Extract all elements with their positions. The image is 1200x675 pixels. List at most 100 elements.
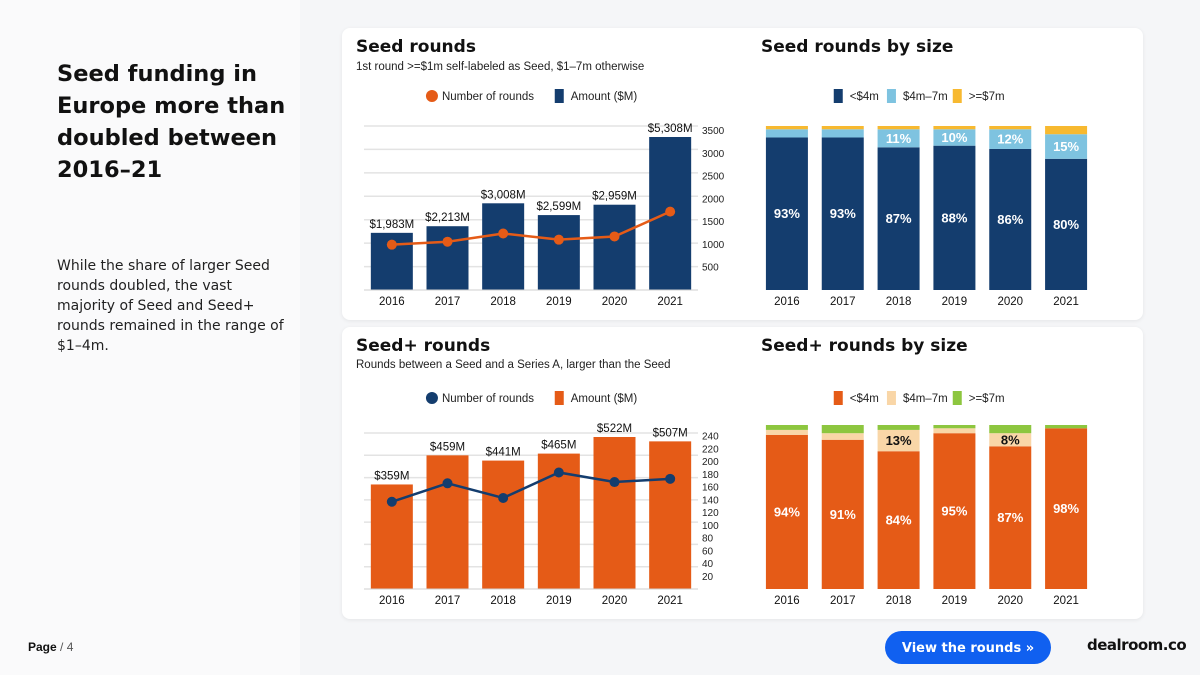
seed-plus-rounds-line-point xyxy=(498,492,509,503)
seed-plus-rounds-x-tick: 2016 xyxy=(379,595,405,607)
seed-size-segment-label: 86% xyxy=(997,212,1023,227)
seed-size-segment xyxy=(877,147,920,290)
seed-rounds-bar-label: $2,959M xyxy=(592,191,637,203)
seed-rounds-bar-label: $5,308M xyxy=(648,123,693,135)
seed-plus-rounds-title: Seed+ rounds xyxy=(356,336,491,356)
seed-rounds-y2-tick: 3500 xyxy=(702,126,725,137)
seed-plus-by-size-chart: 94% 2016 91% 2017 84% 13% 2018 95% 2019 87% 8% 2020… xyxy=(765,391,1088,607)
seed-plus-rounds-line-point xyxy=(442,478,453,489)
seed-plus-rounds-bar xyxy=(649,441,692,589)
seed-size-segment-label: 10% xyxy=(941,130,967,145)
seed-plus-size-segment xyxy=(989,433,1032,447)
seed-plus-rounds-bar-label: $441M xyxy=(486,447,521,459)
seed-plus-rounds-y2-tick: 60 xyxy=(702,546,714,557)
seed-plus-rounds-line-point xyxy=(665,473,676,484)
seed-size-segment-label: 93% xyxy=(774,206,800,221)
seed-plus-size-x-tick: 2021 xyxy=(1053,595,1079,607)
seed-size-segment xyxy=(989,148,1032,290)
seed-size-segment-label: 12% xyxy=(997,132,1023,147)
seed-plus-size-x-tick: 2020 xyxy=(997,595,1023,607)
seed-size-legend-1-marker xyxy=(886,89,896,103)
seed-by-size-title: Seed rounds by size xyxy=(761,37,954,57)
seed-plus-size-segment xyxy=(877,429,920,452)
seed-plus-rounds-bar xyxy=(593,437,636,589)
seed-plus-size-segment-label: 94% xyxy=(774,504,800,519)
seed-rounds-bar xyxy=(426,226,469,290)
seed-plus-rounds-x-tick: 2017 xyxy=(435,595,461,607)
seed-size-segment-label: 87% xyxy=(886,211,912,226)
seed-size-segment xyxy=(765,126,808,130)
seed-plus-by-size-title: Seed+ rounds by size xyxy=(761,336,968,356)
seed-plus-rounds-legend-1-label: Amount ($M) xyxy=(571,393,638,405)
seed-size-segment xyxy=(1045,158,1088,290)
seed-rounds-line-point xyxy=(386,239,397,250)
seed-plus-size-segment xyxy=(821,439,864,589)
seed-size-legend-0-marker xyxy=(833,89,843,103)
seed-rounds-x-tick: 2021 xyxy=(657,296,683,308)
seed-plus-rounds-y2-tick: 180 xyxy=(702,470,719,481)
seed-plus-rounds-y2-tick: 240 xyxy=(702,432,719,443)
seed-plus-rounds-y2-tick: 220 xyxy=(702,444,719,455)
seed-plus-rounds-line-point xyxy=(553,467,564,478)
seed-size-segment xyxy=(933,145,976,290)
seed-size-segment xyxy=(821,137,864,290)
seed-rounds-title: Seed rounds xyxy=(356,37,476,57)
seed-plus-rounds-y2-tick: 100 xyxy=(702,521,719,532)
seed-plus-size-segment-label: 13% xyxy=(886,433,912,448)
seed-plus-size-legend-1-label: $4m–7m xyxy=(903,393,948,405)
seed-plus-rounds-bar-label: $465M xyxy=(541,440,576,452)
seed-plus-rounds-bar-label: $459M xyxy=(430,441,465,453)
seed-rounds-legend-0-marker xyxy=(425,90,438,102)
seed-plus-size-segment-label: 98% xyxy=(1053,501,1079,516)
seed-rounds-bar-label: $2,599M xyxy=(536,201,581,213)
seed-rounds-subtitle: 1st round >=$1m self-labeled as Seed, $1… xyxy=(356,61,645,73)
page-indicator: Page / 4 xyxy=(28,640,73,654)
seed-plus-size-segment xyxy=(933,425,976,429)
seed-size-legend-2-marker xyxy=(952,89,962,103)
seed-rounds-y2-tick: 2500 xyxy=(702,172,725,183)
seed-plus-size-segment xyxy=(933,433,976,589)
seed-plus-size-segment xyxy=(1045,428,1088,589)
seed-rounds-y2-tick: 1000 xyxy=(702,240,725,251)
seed-plus-size-legend-1-marker xyxy=(886,391,896,405)
seed-plus-rounds-bar-label: $359M xyxy=(374,470,409,482)
seed-size-segment xyxy=(1045,134,1088,159)
seed-rounds-bar-label: $2,213M xyxy=(425,212,470,224)
seed-size-segment xyxy=(877,129,920,148)
seed-size-segment xyxy=(1045,126,1088,135)
seed-size-segment xyxy=(933,126,976,130)
seed-size-segment xyxy=(989,126,1032,130)
seed-rounds-line-point xyxy=(665,206,676,217)
seed-size-legend-1-label: $4m–7m xyxy=(903,91,948,103)
seed-size-x-tick: 2021 xyxy=(1053,296,1079,308)
dealroom-logo: dealroom.co xyxy=(1087,636,1187,654)
seed-plus-size-x-tick: 2017 xyxy=(830,595,856,607)
seed-plus-size-segment xyxy=(989,446,1032,589)
seed-rounds-bar-label: $3,008M xyxy=(481,189,526,201)
page-number: / 4 xyxy=(60,640,74,654)
seed-plus-rounds-subtitle: Rounds between a Seed and a Series A, la… xyxy=(356,359,671,371)
view-rounds-button[interactable]: View the rounds » xyxy=(885,631,1051,664)
seed-rounds-chart: 500 1000 1500 2000 2500 3000 3500 $1,983M 2016 $2… xyxy=(364,89,725,308)
seed-size-segment xyxy=(821,129,864,138)
seed-plus-size-legend-2-label: >=$7m xyxy=(969,393,1005,405)
seed-size-x-tick: 2018 xyxy=(886,296,912,308)
seed-size-segment xyxy=(933,129,976,146)
seed-plus-size-segment xyxy=(765,429,808,435)
seed-plus-size-segment-label: 87% xyxy=(997,510,1023,525)
seed-rounds-y2-tick: 3000 xyxy=(702,149,725,160)
seed-size-x-tick: 2020 xyxy=(997,296,1023,308)
seed-rounds-bar-label: $1,983M xyxy=(369,219,414,231)
seed-plus-size-segment-label: 84% xyxy=(886,513,912,528)
seed-plus-size-segment xyxy=(877,451,920,589)
seed-rounds-x-tick: 2016 xyxy=(379,296,405,308)
seed-plus-rounds-y2-tick: 20 xyxy=(702,572,714,583)
seed-plus-rounds-bar xyxy=(482,460,525,589)
seed-size-segment xyxy=(989,129,1032,149)
seed-plus-rounds-y2-tick: 80 xyxy=(702,534,714,545)
seed-plus-rounds-bar-label: $522M xyxy=(597,423,632,435)
seed-rounds-y2-tick: 2000 xyxy=(702,194,725,205)
seed-plus-rounds-y2-tick: 40 xyxy=(702,559,714,570)
seed-size-segment-label: 11% xyxy=(886,131,912,146)
seed-rounds-x-tick: 2018 xyxy=(490,296,516,308)
